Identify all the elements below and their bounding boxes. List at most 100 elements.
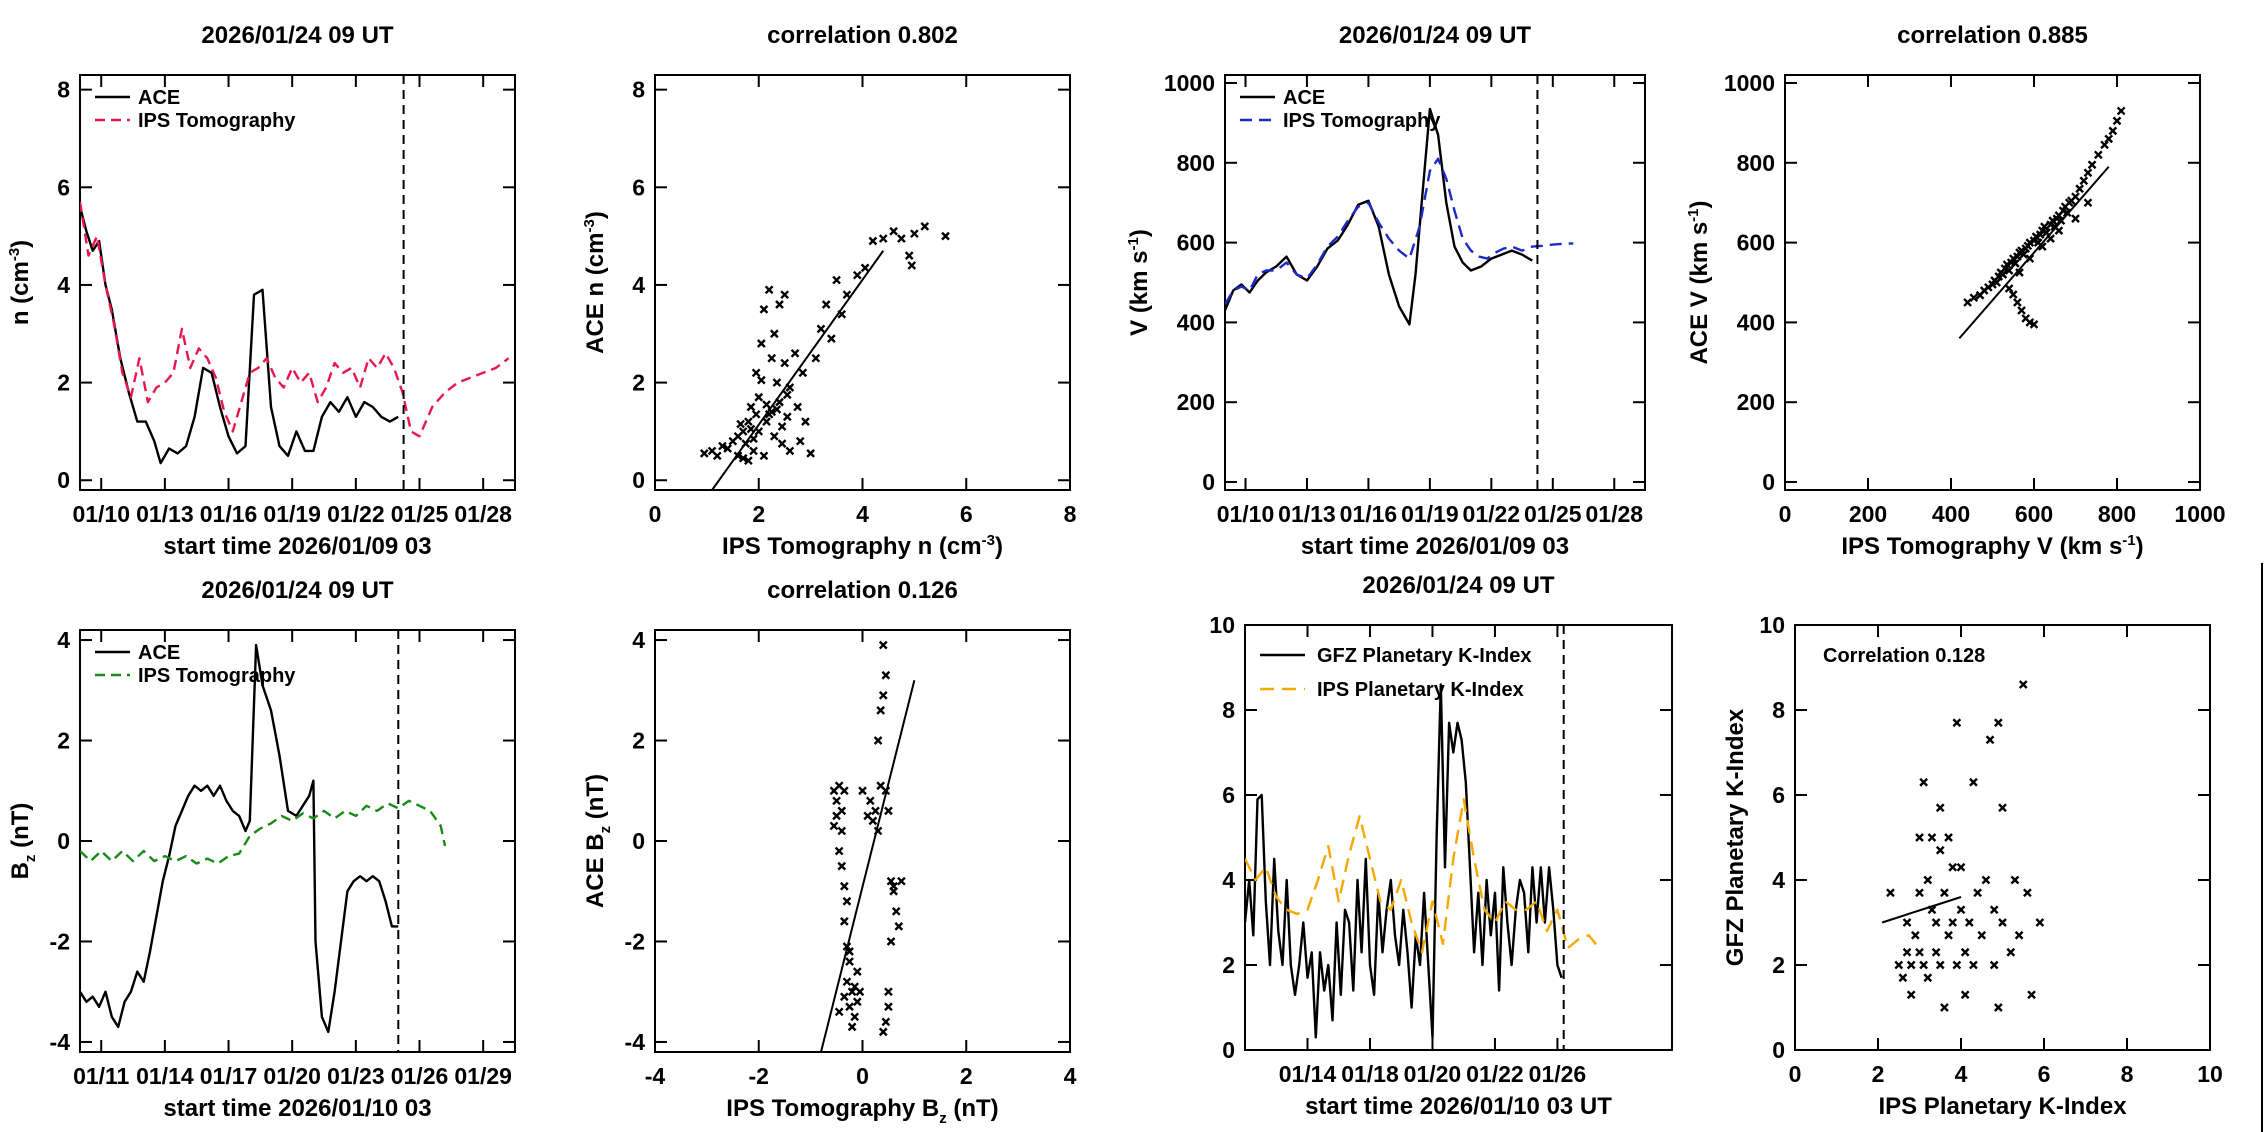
- x-tick-label: 01/19: [263, 501, 321, 527]
- y-tick-label: 0: [57, 467, 70, 493]
- regression-line: [1958, 166, 2110, 340]
- scatter-point: [2087, 160, 2097, 170]
- series-line-0: [1225, 107, 1533, 326]
- chart-n_sc: 0 2 4 6 8 0 2 4 6 8 correlation 0.802 IPS Tomograph…: [581, 22, 1077, 560]
- chart-title: 2026/01/24 09 UT: [201, 22, 393, 49]
- x-tick-label: 8: [1064, 501, 1077, 527]
- scatter-point: [756, 375, 766, 385]
- scatter-point: [2025, 254, 2035, 263]
- y-tick-label: -2: [50, 928, 70, 954]
- scatter-point: [1989, 905, 1999, 915]
- y-axis-label-end: ): [582, 211, 609, 219]
- scatter-point: [847, 987, 857, 997]
- chart-bz_sc: -4 -2 0 2 4 -4 -2 0 2 4 correlation 0.126 IPS Tomog…: [582, 577, 1077, 1127]
- correlation-annotation: Correlation 0.128: [1823, 645, 1985, 667]
- chart-kp_ts: 01/14 01/18 01/20 01/22 01/26 0 2 4 6 8 10 2026/01/…: [1209, 572, 1673, 1120]
- y-axis-label-end: (nT): [582, 774, 609, 826]
- scatter-point: [1985, 735, 1995, 745]
- series-line-1: [1225, 157, 1574, 306]
- scatter-point: [1969, 777, 1978, 787]
- y-tick-label: 4: [57, 272, 70, 298]
- scatter-point: [746, 402, 756, 412]
- scatter-point: [2014, 930, 2024, 940]
- scatter-point: [769, 329, 779, 339]
- scatter-point: [775, 397, 784, 407]
- scatter-point: [762, 417, 771, 426]
- scatter-point: [878, 234, 888, 243]
- scatter-point: [2018, 680, 2028, 689]
- x-tick-label: 2: [1872, 1061, 1885, 1087]
- series-line-0: [80, 643, 399, 1034]
- scatter-point: [850, 1012, 860, 1022]
- y-tick-label: 2: [632, 728, 645, 754]
- scatter-point: [1902, 918, 1912, 927]
- scatter-point: [780, 358, 790, 368]
- scatter-point: [876, 706, 886, 715]
- scatter-point: [785, 383, 795, 392]
- scatter-point: [884, 806, 893, 816]
- x-tick-label: 01/20: [1404, 1061, 1462, 1087]
- scatter-point: [1927, 905, 1937, 915]
- scatter-point: [1960, 990, 1970, 1000]
- scatter-point: [873, 826, 883, 836]
- x-tick-label: 01/10: [72, 501, 130, 527]
- y-tick-label: 0: [1762, 469, 1775, 495]
- x-axis-label-sub: z: [939, 1110, 947, 1127]
- scatter-point: [837, 806, 847, 816]
- scatter-point: [1948, 862, 1958, 872]
- x-tick-label: 01/17: [200, 1063, 258, 1089]
- scatter-point: [1940, 1003, 1949, 1012]
- scatter-point: [1915, 888, 1924, 898]
- x-tick-label: 01/16: [200, 501, 258, 527]
- x-tick-label: 800: [2098, 501, 2136, 527]
- scatter-point: [2083, 198, 2093, 208]
- x-tick-label: 4: [1064, 1063, 1077, 1089]
- x-tick-label: 6: [960, 501, 973, 527]
- scatter-point: [1894, 960, 1904, 970]
- scatter-point: [738, 453, 748, 463]
- y-tick-label: 0: [1772, 1037, 1785, 1063]
- y-tick-label: 400: [1177, 309, 1215, 335]
- scatter-point: [1969, 960, 1978, 970]
- scatter-point: [910, 229, 919, 239]
- scatter-point: [2108, 126, 2118, 136]
- x-tick-label: 2: [960, 1063, 973, 1089]
- scatter-point: [767, 353, 777, 363]
- scatter-point: [2100, 140, 2109, 150]
- scatter-point: [827, 334, 836, 343]
- scatter-point: [2075, 184, 2084, 194]
- scatter-point: [754, 427, 764, 436]
- scatter-point: [842, 977, 852, 987]
- scatter-point: [1977, 930, 1987, 940]
- y-axis-label: ACE V (km s-1): [1685, 200, 1713, 364]
- scatter-point: [733, 451, 743, 461]
- x-tick-label: 01/29: [454, 1063, 512, 1089]
- y-axis-label-sup: -1: [1685, 208, 1702, 221]
- scatter-point: [2093, 150, 2103, 160]
- x-axis-label: IPS Planetary K-Index: [1878, 1093, 2127, 1120]
- scatter-point: [2071, 192, 2080, 202]
- scatter-point: [1969, 293, 1979, 303]
- scatter-point: [1911, 930, 1920, 940]
- y-tick-label: 0: [632, 828, 645, 854]
- scatter-point: [829, 821, 839, 831]
- scatter-point: [878, 1027, 888, 1037]
- x-tick-label: 01/22: [327, 501, 385, 527]
- scatter-point: [772, 378, 782, 387]
- scatter-point: [1998, 270, 2008, 279]
- scatter-point: [884, 987, 893, 997]
- scatter-point: [889, 881, 898, 891]
- y-tick-label: 8: [632, 77, 645, 103]
- scatter-point: [2054, 226, 2064, 235]
- legend-label-0: ACE: [138, 642, 180, 664]
- chart-title: 2026/01/24 09 UT: [1362, 572, 1554, 599]
- scatter-point: [718, 441, 727, 451]
- y-tick-label: 10: [1759, 612, 1785, 638]
- scatter-point: [744, 417, 753, 426]
- scatter-point: [1915, 833, 1924, 842]
- scatter-point: [1948, 918, 1958, 927]
- scatter-point: [1981, 875, 1991, 885]
- x-tick-label: 2: [752, 501, 765, 527]
- scatter-point: [904, 251, 914, 260]
